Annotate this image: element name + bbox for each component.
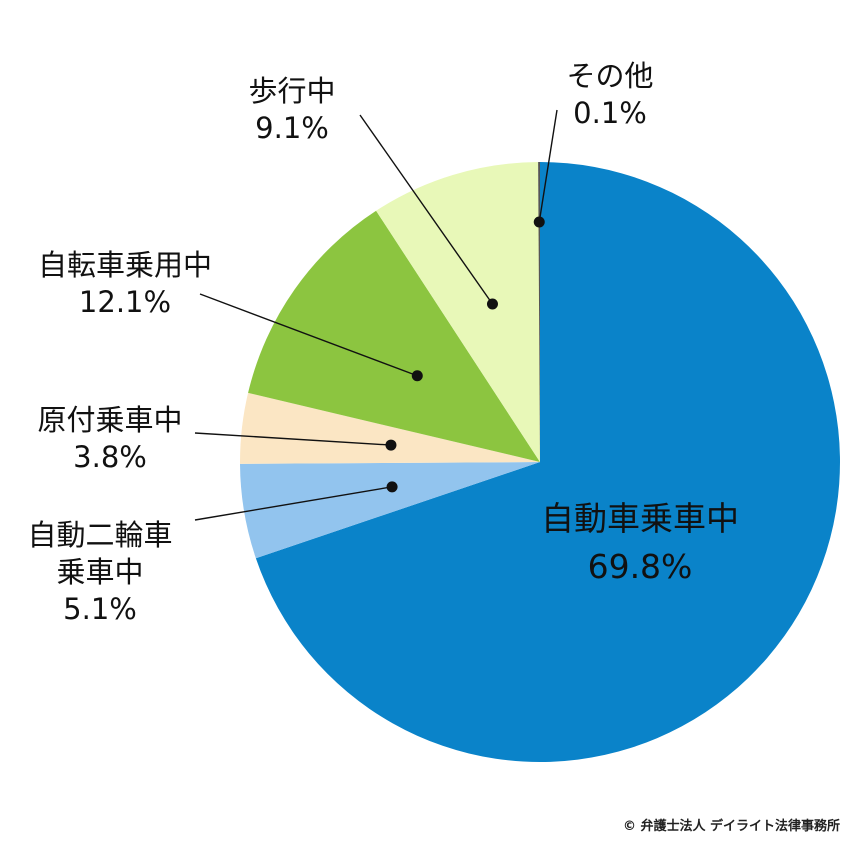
slice-label: その他 0.1% xyxy=(566,59,653,130)
slice-name: 歩行中 xyxy=(248,74,335,108)
pie-slices xyxy=(240,162,841,763)
pie-slice xyxy=(376,162,540,462)
slice-name: 自動車乗車中 xyxy=(541,499,739,538)
slice-label: 自動二輪車乗車中 5.1% xyxy=(27,518,172,626)
slice-name: その他 xyxy=(566,59,653,93)
pie-slice xyxy=(538,162,540,462)
leader-lines xyxy=(194,109,558,521)
slice-percent: 12.1% xyxy=(79,285,171,319)
leader-dot xyxy=(411,370,423,382)
slice-percent: 9.1% xyxy=(255,111,329,145)
slice-label: 自動車乗車中 69.8% xyxy=(541,499,739,586)
slice-labels: 自動車乗車中 69.8% 自動二輪車乗車中 5.1% 原付乗車中 3.8% 自転車乗用中 12… xyxy=(27,59,739,626)
leader-dot xyxy=(486,298,498,310)
slice-label: 歩行中 9.1% xyxy=(248,74,335,145)
pie-slice xyxy=(240,392,541,464)
slice-label: 原付乗車中 3.8% xyxy=(37,403,182,474)
leader-line xyxy=(538,109,558,223)
slice-percent: 5.1% xyxy=(63,592,137,626)
pie-slice xyxy=(255,162,841,763)
leader-line xyxy=(199,293,418,377)
slice-name: 原付乗車中 xyxy=(37,403,182,437)
pie-slice xyxy=(240,462,540,559)
leader-line xyxy=(194,432,392,446)
leader-dot xyxy=(385,439,397,451)
leader-dot xyxy=(533,216,545,228)
slice-label: 自転車乗用中 12.1% xyxy=(38,248,212,319)
slice-name: 自動二輪車 xyxy=(27,518,172,552)
slice-percent: 3.8% xyxy=(73,440,147,474)
slice-percent: 69.8% xyxy=(588,547,693,586)
slice-name: 自転車乗用中 xyxy=(38,248,212,282)
slice-name: 乗車中 xyxy=(56,555,143,589)
copyright-text: © 弁護士法人 デイライト法律事務所 xyxy=(623,818,840,834)
leader-line xyxy=(359,114,494,305)
pie-slice xyxy=(248,210,541,462)
leader-dot xyxy=(386,481,398,493)
leader-line xyxy=(194,486,393,521)
slice-percent: 0.1% xyxy=(573,96,647,130)
